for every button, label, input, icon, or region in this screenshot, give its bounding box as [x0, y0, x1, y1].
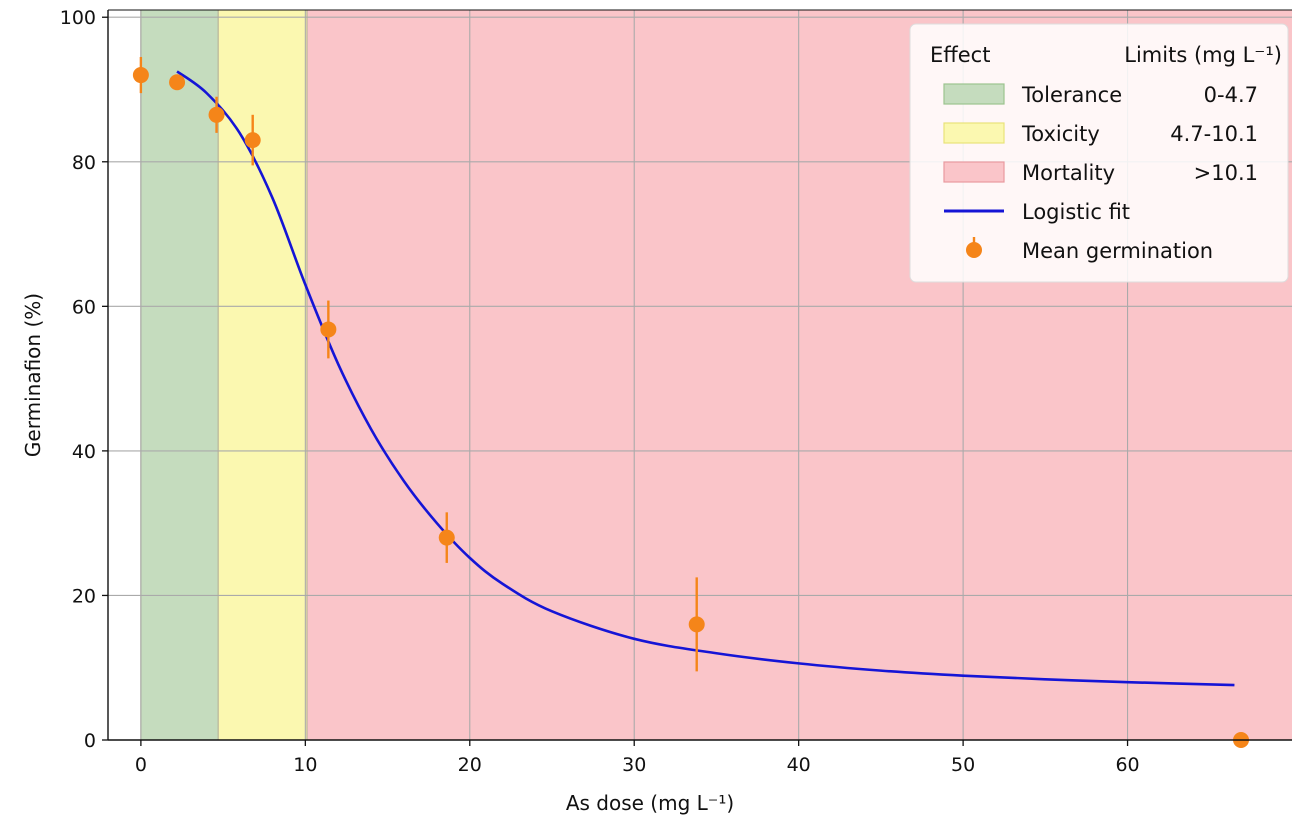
y-tick-label: 20: [72, 585, 96, 607]
y-axis-label: Germinafion (%): [21, 293, 45, 457]
y-tick-label: 0: [84, 730, 96, 752]
legend-swatch-tolerance: [943, 83, 1005, 105]
data-point: [244, 132, 261, 149]
legend-limits: 4.7-10.1: [1170, 122, 1258, 146]
x-tick-label: 60: [1115, 754, 1139, 776]
legend-label: Tolerance: [1021, 83, 1122, 107]
legend-label: Toxicity: [1021, 122, 1100, 146]
x-tick-label: 40: [787, 754, 811, 776]
legend-header-effect: Effect: [930, 43, 990, 67]
y-tick-label: 100: [60, 7, 96, 29]
legend-swatch-toxicity: [943, 122, 1005, 144]
legend-limits: 0-4.7: [1204, 83, 1258, 107]
grid-lines: [108, 10, 1292, 741]
x-tick-label: 0: [135, 754, 147, 776]
legend-header-limits: Limits (mg L⁻¹): [1124, 43, 1282, 67]
data-point: [132, 67, 149, 84]
y-tick-label: 80: [72, 152, 96, 174]
data-point: [320, 321, 337, 338]
x-tick-label: 50: [951, 754, 975, 776]
legend-swatch-point: [966, 242, 982, 258]
x-tick-label: 30: [622, 754, 646, 776]
legend-label: Logistic fit: [1022, 200, 1130, 224]
legend-label: Mean germination: [1022, 239, 1213, 263]
region-toxicity: [218, 10, 307, 740]
x-axis-label: As dose (mg L⁻¹): [566, 791, 734, 815]
y-tick-label: 60: [72, 296, 96, 318]
legend-swatch-mortality: [943, 161, 1005, 183]
x-tick-label: 10: [293, 754, 317, 776]
legend: Effect Limits (mg L⁻¹)Tolerance 0-4.7 Toxic…: [909, 23, 1289, 283]
legend-label: Mortality: [1022, 161, 1115, 185]
x-axis-ticks: 0 10 20 30 40 50 60: [135, 740, 1140, 776]
region-tolerance: [140, 10, 219, 740]
x-tick-label: 20: [458, 754, 482, 776]
logistic-fit-line: [176, 70, 1235, 687]
legend-limits: >10.1: [1194, 161, 1258, 185]
data-point: [688, 616, 705, 633]
y-axis-ticks: 0 20 40 60 80 100: [60, 7, 108, 752]
data-point: [208, 106, 225, 123]
data-point: [169, 74, 186, 91]
y-tick-label: 40: [72, 441, 96, 463]
data-point: [438, 529, 455, 546]
